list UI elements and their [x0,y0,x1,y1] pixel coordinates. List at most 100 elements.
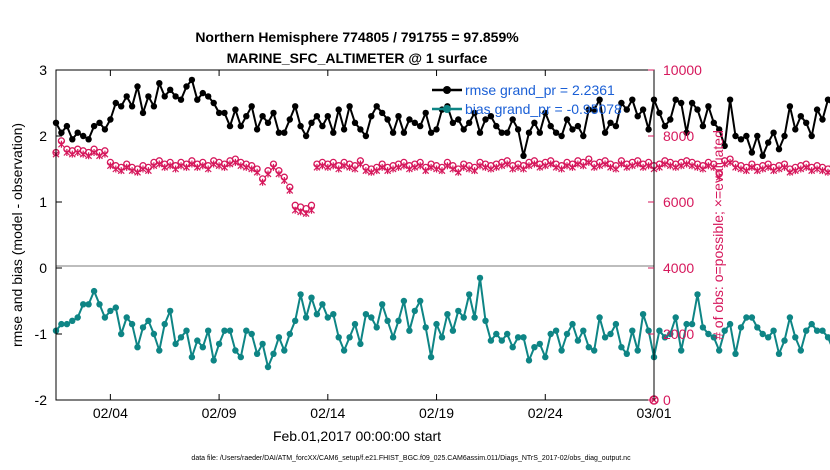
point-obs_evaluated-95 [569,163,576,171]
point-bias-46 [302,314,310,321]
point-bias-140 [813,327,821,334]
point-rmse-43 [286,116,293,123]
point-obs_evaluated-33 [231,158,239,166]
point-rmse-124 [726,96,734,103]
point-bias-133 [775,350,783,357]
point-rmse-80 [487,113,495,120]
point-bias-72 [444,311,451,318]
x-tick-label: 02/24 [528,405,563,421]
point-rmse-63 [395,113,402,120]
point-rmse-78 [476,129,484,136]
point-obs_evaluated-134 [781,163,788,171]
point-rmse-135 [786,103,794,110]
point-obs_evaluated-15 [134,168,141,176]
point-bias-100 [596,314,603,321]
point-rmse-138 [803,119,810,127]
point-obs_evaluated-117 [688,162,696,170]
point-obs_evaluated-68 [422,167,430,175]
point-bias-131 [765,334,772,341]
point-rmse-97 [580,132,587,140]
point-obs_evaluated-8 [96,152,103,160]
point-obs_evaluated-2 [63,149,71,156]
point-rmse-112 [661,122,669,130]
point-obs_evaluated-22 [172,165,180,173]
point-obs_evaluated-93 [558,165,566,173]
point-rmse-92 [552,129,560,136]
point-bias-125 [732,350,739,357]
point-bias-114 [672,314,679,321]
point-bias-89 [536,340,543,348]
point-obs_evaluated-34 [237,162,245,170]
point-rmse-50 [324,113,331,120]
point-rmse-48 [313,113,321,120]
point-bias-10 [107,307,114,315]
point-bias-142 [824,334,830,341]
point-obs_evaluated-132 [770,167,778,175]
y-right-tick-label: 0 [663,392,671,408]
point-bias-80 [487,337,495,344]
point-obs_evaluated-39 [264,170,272,178]
point-bias-30 [215,340,223,348]
point-obs_evaluated-25 [188,160,196,168]
point-rmse-2 [63,122,71,130]
point-obs_evaluated-44 [291,206,299,214]
point-bias-34 [237,353,244,361]
point-rmse-94 [563,116,571,123]
point-rmse-102 [607,119,614,127]
point-obs_evaluated-122 [715,173,723,181]
point-bias-76 [466,291,473,298]
point-rmse-108 [639,106,647,113]
point-bias-7 [90,287,98,295]
point-rmse-13 [123,93,130,100]
point-rmse-113 [667,116,674,123]
y-right-axis-label: # of obs: o=possible; ×=evaluated [710,130,726,340]
point-bias-23 [177,334,185,341]
point-bias-132 [770,327,777,334]
point-obs_evaluated-90 [541,162,549,170]
point-bias-96 [574,337,582,344]
point-rmse-101 [601,129,609,136]
point-bias-108 [639,311,647,318]
point-rmse-142 [824,96,830,103]
point-rmse-66 [411,119,418,127]
point-bias-4 [74,314,81,321]
point-bias-86 [520,334,527,341]
point-obs_evaluated-52 [335,165,343,173]
point-bias-1 [58,320,65,328]
point-obs_evaluated-49 [318,162,326,170]
point-bias-120 [705,330,712,338]
y-right-tick-label: 6000 [663,194,694,210]
point-rmse-85 [514,126,522,133]
point-rmse-57 [362,132,370,140]
point-rmse-89 [536,129,543,136]
point-rmse-53 [340,126,348,133]
point-obs_evaluated-40 [270,163,277,171]
point-bias-21 [167,307,174,315]
point-bias-37 [253,350,261,357]
point-obs_evaluated-82 [498,162,506,170]
point-rmse-49 [319,122,326,130]
point-bias-84 [509,344,516,351]
point-obs_evaluated-11 [112,165,120,173]
point-bias-25 [188,353,196,361]
point-bias-65 [406,327,413,334]
point-rmse-38 [259,113,266,120]
point-obs_evaluated-102 [607,163,614,171]
point-bias-122 [716,347,723,354]
point-rmse-21 [167,86,174,94]
point-bias-107 [634,347,641,354]
point-rmse-40 [270,109,277,117]
point-obs_evaluated-30 [215,162,223,170]
point-obs_evaluated-69 [427,163,435,171]
point-bias-113 [667,330,674,338]
point-obs_evaluated-70 [433,165,440,173]
point-obs_evaluated-97 [579,162,587,170]
point-obs_evaluated-59 [373,167,381,175]
point-obs_evaluated-5 [79,150,87,158]
point-obs_evaluated-87 [525,162,533,170]
point-obs_evaluated-42 [280,177,288,185]
point-obs_evaluated-56 [357,160,364,168]
point-bias-69 [427,353,435,361]
point-bias-92 [552,327,560,334]
point-obs_evaluated-111 [656,163,663,171]
